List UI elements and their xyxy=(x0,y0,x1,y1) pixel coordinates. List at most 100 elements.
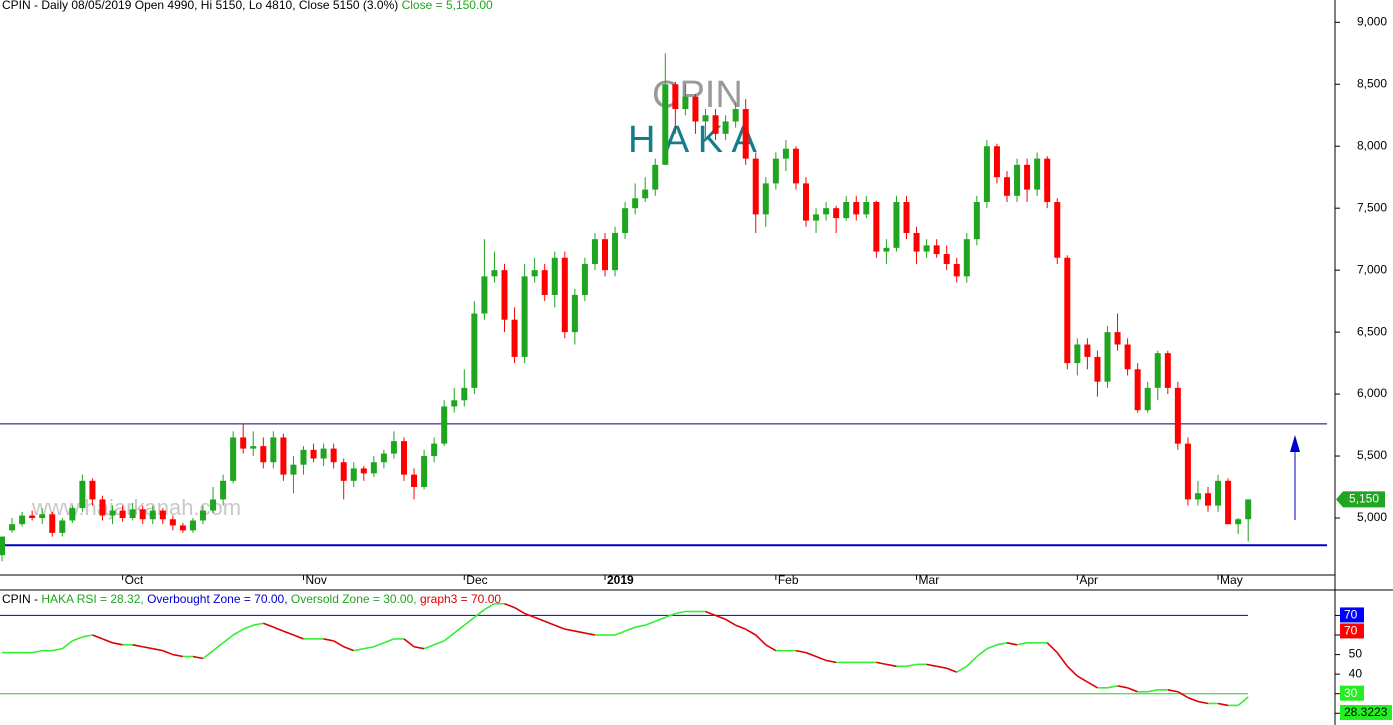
candle-body xyxy=(19,515,26,525)
value-box-label: 70 xyxy=(1344,608,1358,622)
rsi-segment xyxy=(996,642,1008,646)
y-tick-label: 8,000 xyxy=(1357,138,1387,152)
candle-body xyxy=(441,406,448,444)
candle-body xyxy=(541,270,548,295)
rsi-segment xyxy=(584,632,596,636)
y-tick-label: 6,000 xyxy=(1357,386,1387,400)
candle-body xyxy=(79,480,86,509)
rsi-segment xyxy=(554,624,566,630)
candle-body xyxy=(240,437,247,449)
rsi-segment xyxy=(725,618,737,626)
rsi-segment xyxy=(132,643,143,648)
rsi-segment xyxy=(986,644,998,650)
y-tick-label: 5,000 xyxy=(1357,510,1387,524)
candle-body xyxy=(581,263,588,295)
rsi-overbought: Overbought Zone = 70.00, xyxy=(147,592,287,606)
candle-body xyxy=(390,441,397,454)
rsi-segment xyxy=(1197,700,1209,705)
rsi-segment xyxy=(343,645,355,652)
rsi-segment xyxy=(1187,696,1199,703)
rsi-segment xyxy=(273,626,284,632)
candle-body xyxy=(591,239,598,264)
rsi-segment xyxy=(31,649,43,654)
rsi-segment xyxy=(72,636,83,642)
rsi-segment xyxy=(544,620,556,626)
candle-body xyxy=(672,84,679,110)
candle-body xyxy=(129,509,136,518)
candle-body xyxy=(993,146,1000,178)
rsi-segment xyxy=(112,642,123,646)
rsi-segment xyxy=(263,622,274,628)
candle-body xyxy=(220,480,227,500)
x-tick-label: Oct xyxy=(125,573,144,587)
rsi-segment xyxy=(1237,696,1249,707)
candle-body xyxy=(1034,158,1041,190)
candle-body xyxy=(1154,353,1161,388)
rsi-segment xyxy=(1006,642,1018,646)
candle-body xyxy=(280,437,287,475)
signal-arrow-head xyxy=(1290,435,1300,452)
candle-body xyxy=(0,536,5,556)
rsi-segment xyxy=(644,620,656,626)
candle-body xyxy=(461,387,468,401)
candle-body xyxy=(89,480,96,500)
candle-body xyxy=(923,245,930,252)
rsi-segment xyxy=(473,608,485,619)
candle-body xyxy=(772,158,779,184)
candle-body xyxy=(953,263,960,277)
rsi-segment xyxy=(403,638,415,648)
candle-body xyxy=(421,456,428,488)
candle-body xyxy=(813,214,820,221)
value-box-label: 30 xyxy=(1344,686,1358,700)
candle-body xyxy=(139,509,146,520)
candle-body xyxy=(1144,387,1151,411)
candle-body xyxy=(983,146,990,202)
candle-body xyxy=(752,158,759,215)
candle-body xyxy=(792,148,799,184)
x-tick-label: Apr xyxy=(1079,573,1098,587)
rsi-segment xyxy=(534,616,545,623)
rsi-segment xyxy=(1107,685,1118,689)
watermark-broker: H A K A xyxy=(628,119,758,161)
candle-body xyxy=(270,437,277,463)
rsi-segment xyxy=(614,630,626,636)
rsi-segment xyxy=(232,628,244,636)
candle-body xyxy=(1064,257,1071,364)
candle-body xyxy=(712,115,719,134)
price-header: CPIN - Daily 08/05/2019 Open 4990, Hi 51… xyxy=(2,0,493,12)
y-tick-label: 5,500 xyxy=(1357,448,1387,462)
candle-body xyxy=(722,121,729,134)
rsi-segment xyxy=(1167,688,1179,693)
rsi-segment xyxy=(1217,702,1229,707)
candle-body xyxy=(1164,353,1171,388)
candle-body xyxy=(742,109,749,159)
candle-body xyxy=(1205,493,1211,506)
candle-body xyxy=(401,441,407,475)
x-tick-label: Nov xyxy=(306,573,327,587)
rsi-segment xyxy=(1086,681,1098,689)
rsi-segment xyxy=(1056,652,1068,667)
candle-body xyxy=(943,254,950,264)
rsi-segment xyxy=(283,630,294,636)
y-tick-label: 8,500 xyxy=(1357,76,1387,90)
value-box-label: 70 xyxy=(1344,624,1358,638)
rsi-segment xyxy=(242,624,254,630)
rsi-segment xyxy=(413,645,425,650)
rsi-segment xyxy=(745,628,757,636)
candle-body xyxy=(340,462,347,481)
rsi-segment xyxy=(765,644,777,652)
x-tick-label: Mar xyxy=(919,573,940,587)
value-box xyxy=(1340,607,1364,623)
rsi-segment xyxy=(876,661,887,666)
rsi-segment xyxy=(152,647,163,652)
candle-body xyxy=(59,520,66,533)
candle-body xyxy=(1024,164,1031,190)
rsi-segment xyxy=(423,644,435,650)
candle-body xyxy=(49,514,56,533)
rsi-segment xyxy=(1177,691,1189,699)
rsi-segment xyxy=(815,655,827,662)
candle-body xyxy=(833,208,840,219)
candle-body xyxy=(863,201,870,215)
candle-body xyxy=(481,276,488,314)
